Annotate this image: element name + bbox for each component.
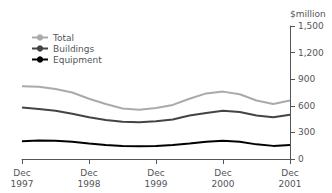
svg-text:2001: 2001 [279, 179, 302, 189]
svg-text:Buildings: Buildings [53, 44, 95, 54]
svg-text:1997: 1997 [11, 179, 34, 189]
svg-text:Equipment: Equipment [53, 55, 102, 65]
svg-text:Dec: Dec [13, 168, 30, 178]
svg-text:Total: Total [52, 33, 74, 43]
svg-text:Dec: Dec [80, 168, 97, 178]
svg-text:$million: $million [290, 9, 326, 19]
svg-text:1998: 1998 [78, 179, 101, 189]
svg-text:1,200: 1,200 [298, 48, 324, 58]
svg-text:Dec: Dec [147, 168, 164, 178]
svg-text:2000: 2000 [212, 179, 235, 189]
svg-text:600: 600 [298, 101, 315, 111]
svg-text:1,500: 1,500 [298, 21, 324, 31]
svg-text:1999: 1999 [145, 179, 168, 189]
svg-text:900: 900 [298, 74, 315, 84]
svg-text:Dec: Dec [281, 168, 298, 178]
svg-text:Dec: Dec [214, 168, 231, 178]
svg-text:0: 0 [298, 154, 304, 164]
svg-text:300: 300 [298, 127, 315, 137]
